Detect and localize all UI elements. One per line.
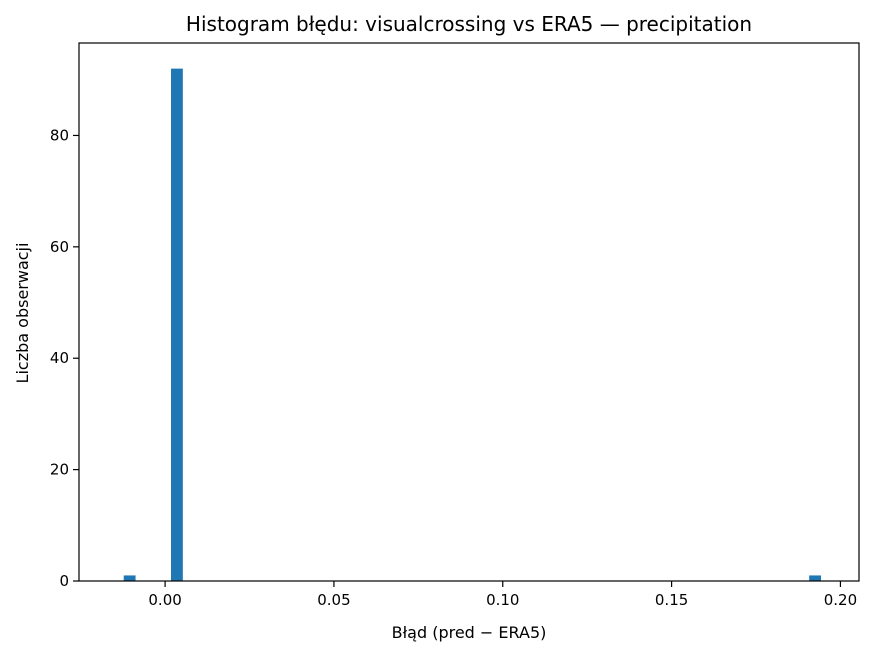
x-axis-label: Błąd (pred − ERA5): [392, 623, 547, 642]
y-tick-label: 40: [50, 349, 69, 367]
x-axis-ticks: 0.00 0.05 0.10 0.15 0.20: [148, 581, 857, 609]
x-tick-label: 0.15: [655, 591, 688, 609]
histogram-bar-2: [809, 575, 822, 581]
histogram-bar-1: [171, 68, 183, 582]
y-tick-label: 20: [50, 461, 69, 479]
y-axis-ticks: 0 20 40 60 80: [50, 126, 79, 590]
y-axis-label: Liczba obserwacji: [13, 243, 32, 384]
y-tick-label: 0: [59, 572, 69, 590]
bars-group: [123, 68, 822, 582]
x-tick-label: 0.05: [317, 591, 350, 609]
plot-frame: [78, 42, 860, 582]
x-tick-label: 0.20: [824, 591, 857, 609]
x-tick-label: 0.00: [148, 591, 181, 609]
histogram-bar-0: [123, 575, 136, 581]
y-tick-label: 60: [50, 238, 69, 256]
chart-title: Histogram błędu: visualcrossing vs ERA5 …: [186, 12, 752, 36]
x-tick-label: 0.10: [486, 591, 519, 609]
y-tick-label: 80: [50, 126, 69, 144]
